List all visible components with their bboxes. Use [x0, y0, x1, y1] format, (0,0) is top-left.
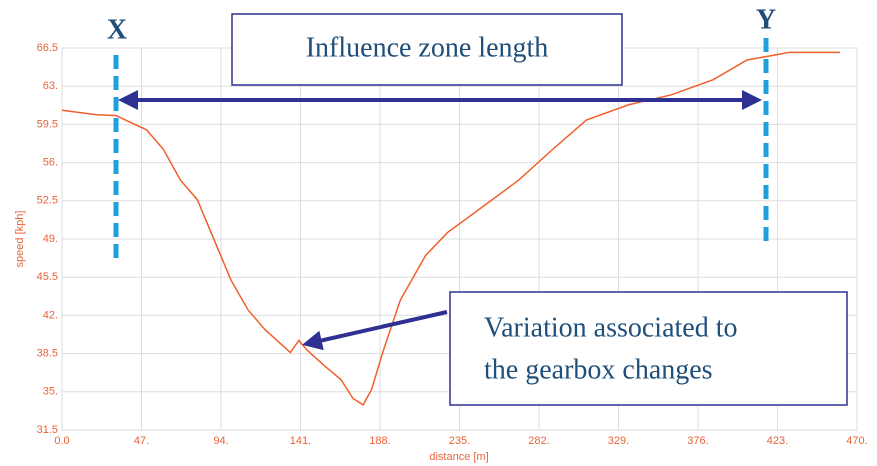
x-tick-label: 376. — [687, 435, 708, 447]
y-tick-label: 63. — [43, 80, 58, 92]
x-tick-label: 329. — [608, 435, 629, 447]
y-tick-label: 35. — [43, 386, 58, 398]
y-tick-label: 49. — [43, 233, 58, 245]
y-tick-label: 52.5 — [37, 195, 58, 207]
x-tick-label: 0.0 — [54, 435, 69, 447]
gearbox-label-1: Variation associated to — [484, 312, 737, 343]
y-tick-label: 42. — [43, 309, 58, 321]
annotation-y: Y — [756, 4, 776, 35]
y-tick-label: 66.5 — [37, 42, 58, 54]
x-axis-label: distance [m] — [429, 451, 488, 463]
y-tick-label: 59.5 — [37, 118, 58, 130]
x-tick-label: 282. — [528, 435, 549, 447]
x-tick-label: 188. — [369, 435, 390, 447]
gearbox-label-2: the gearbox changes — [484, 354, 713, 385]
y-tick-label: 56. — [43, 157, 58, 169]
x-tick-label: 141. — [290, 435, 311, 447]
speed-line — [61, 51, 841, 406]
x-tick-label: 47. — [134, 435, 149, 447]
y-axis-label: speed [kph] — [14, 211, 26, 268]
zone-label: Influence zone length — [306, 32, 549, 63]
x-tick-label: 423. — [767, 435, 788, 447]
y-tick-label: 45.5 — [37, 271, 58, 283]
annotation-x: X — [107, 14, 127, 45]
x-tick-label: 94. — [213, 435, 228, 447]
y-tick-label: 31.5 — [37, 424, 58, 436]
zone-box — [231, 13, 623, 86]
y-tick-label: 38.5 — [37, 348, 58, 360]
gearbox-box — [449, 291, 848, 406]
x-tick-label: 470. — [846, 435, 867, 447]
x-tick-label: 235. — [449, 435, 470, 447]
gearbox-arrow — [302, 310, 448, 351]
